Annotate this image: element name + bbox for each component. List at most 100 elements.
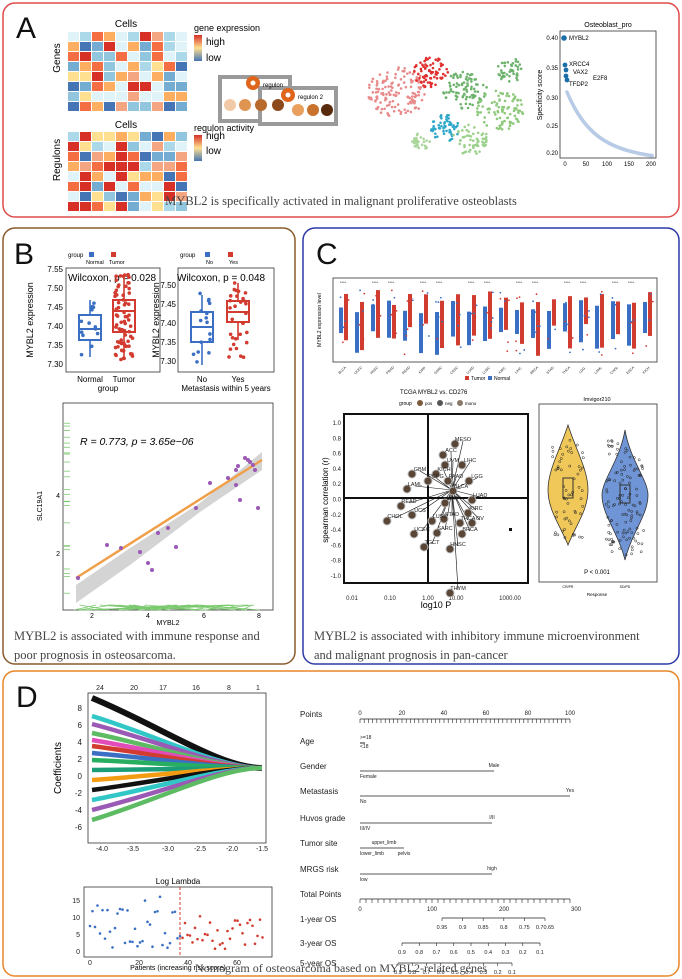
correlation-scatter: TCGA MYBL2 vs. CD276 group pos neg mono … bbox=[321, 390, 529, 610]
heatmap-cell bbox=[164, 62, 175, 71]
panel-d-border bbox=[2, 670, 680, 977]
age-label: >=18 bbox=[360, 735, 372, 741]
heatmap-cell bbox=[92, 142, 103, 151]
box-point bbox=[127, 329, 132, 334]
tsne-cell-point bbox=[505, 94, 508, 98]
violin-point bbox=[626, 475, 629, 478]
corr-point-label: LAML bbox=[408, 482, 422, 488]
strip-point bbox=[580, 328, 583, 331]
strip-point bbox=[344, 320, 347, 323]
strip-tumor-bar bbox=[456, 294, 460, 346]
tsne-cell-point bbox=[419, 85, 423, 89]
tsne-cell-point bbox=[416, 132, 419, 136]
tsne-cell-point bbox=[381, 79, 385, 83]
strip-point bbox=[372, 303, 375, 306]
tsne-cell-point bbox=[501, 105, 504, 109]
strip-tumor-bar bbox=[520, 302, 524, 344]
strip-point bbox=[455, 297, 458, 300]
scatterb-point bbox=[251, 463, 255, 467]
tsne-cell-point bbox=[485, 86, 488, 89]
tsne-cell-point bbox=[465, 134, 469, 137]
lasso-xtick: -2.5 bbox=[194, 846, 206, 853]
strip-cancer-label: STAD bbox=[546, 365, 556, 375]
violin-point bbox=[553, 533, 557, 537]
violin-point bbox=[628, 481, 631, 485]
corr-legend-dot bbox=[457, 400, 463, 406]
risk-point bbox=[196, 937, 199, 941]
violin-point bbox=[628, 455, 632, 459]
corr-point bbox=[455, 518, 465, 528]
strip-point bbox=[614, 347, 617, 350]
tsne-cell-point bbox=[501, 110, 504, 113]
tsne-cell-point bbox=[414, 64, 418, 68]
tsne-cell-point bbox=[396, 68, 400, 71]
scatterb-marks bbox=[64, 422, 263, 611]
heatmap-cell bbox=[152, 132, 163, 141]
specificity-ylabel: Specificity score bbox=[537, 70, 544, 121]
tsne-cell-point bbox=[452, 127, 456, 131]
corr-point bbox=[467, 495, 477, 505]
tsne-cell-point bbox=[507, 94, 511, 98]
strip-point bbox=[342, 326, 345, 329]
strip-point bbox=[437, 316, 440, 318]
violin-point bbox=[638, 513, 642, 517]
heatmap-cell bbox=[116, 192, 127, 201]
strip-point bbox=[629, 325, 631, 328]
violin-point bbox=[619, 460, 623, 464]
box-point bbox=[81, 333, 85, 338]
tsne-cell-point bbox=[448, 130, 451, 134]
tsne-cell-point bbox=[513, 96, 517, 100]
tsne-cell-point bbox=[459, 73, 462, 77]
lasso-top-tick: 8 bbox=[227, 685, 231, 692]
strip-signif: **** bbox=[340, 280, 347, 285]
strip-tumor-bar bbox=[360, 301, 364, 351]
tsne-cell-point bbox=[471, 103, 474, 107]
heatmap-cell bbox=[176, 92, 187, 101]
points-label: 0 bbox=[358, 711, 362, 717]
strip-point bbox=[583, 314, 586, 317]
tsne-cell-point bbox=[516, 78, 519, 82]
box-point bbox=[113, 345, 118, 350]
tsne-cell-point bbox=[386, 71, 389, 74]
tsne-cell-point bbox=[374, 99, 377, 103]
violin-point bbox=[618, 539, 622, 542]
heatmap-cell bbox=[164, 192, 175, 201]
scatterb-point bbox=[234, 468, 238, 472]
strip-tumor-bar bbox=[552, 299, 556, 326]
tsne-cell-point bbox=[442, 129, 445, 133]
box1-legend-swatch bbox=[111, 252, 116, 257]
heatmap-cell bbox=[104, 62, 115, 71]
scatterb-ylabel: SLC19A1 bbox=[37, 491, 44, 521]
tsne-cell-point bbox=[371, 91, 375, 94]
violin-point bbox=[618, 502, 621, 506]
violin-point bbox=[572, 532, 575, 536]
risk-point bbox=[113, 926, 117, 930]
strip-point bbox=[379, 314, 382, 317]
tsne-cell-point bbox=[434, 58, 438, 61]
strip-point bbox=[569, 351, 571, 354]
corr-leader-line bbox=[419, 489, 453, 513]
heatmap-cell bbox=[128, 52, 139, 61]
heatmap-cell bbox=[152, 32, 163, 41]
strip-tumor-bar bbox=[600, 294, 604, 348]
tsne-cell-point bbox=[514, 57, 518, 61]
box1-ytick: 7.50 bbox=[47, 284, 63, 293]
spec-point-top bbox=[563, 67, 569, 73]
box-point bbox=[87, 321, 91, 325]
risk-point bbox=[203, 932, 207, 936]
total-points-label: 200 bbox=[499, 907, 510, 913]
violin-point bbox=[623, 464, 627, 468]
tsne-cell-point bbox=[369, 96, 373, 100]
heatmap-cell bbox=[80, 172, 91, 181]
violin-point bbox=[632, 456, 636, 459]
corr-point-label: THYM bbox=[450, 586, 466, 592]
tsne-cell-point bbox=[370, 80, 374, 83]
strip-frame bbox=[332, 277, 658, 363]
tsne-cell-point bbox=[440, 124, 443, 128]
heatmap-cell bbox=[92, 72, 103, 81]
risk-point bbox=[238, 923, 242, 927]
strip-point bbox=[490, 327, 493, 329]
corr-leader-line bbox=[394, 489, 453, 519]
violin-point bbox=[551, 445, 554, 449]
tsne-cell-point bbox=[456, 124, 459, 128]
